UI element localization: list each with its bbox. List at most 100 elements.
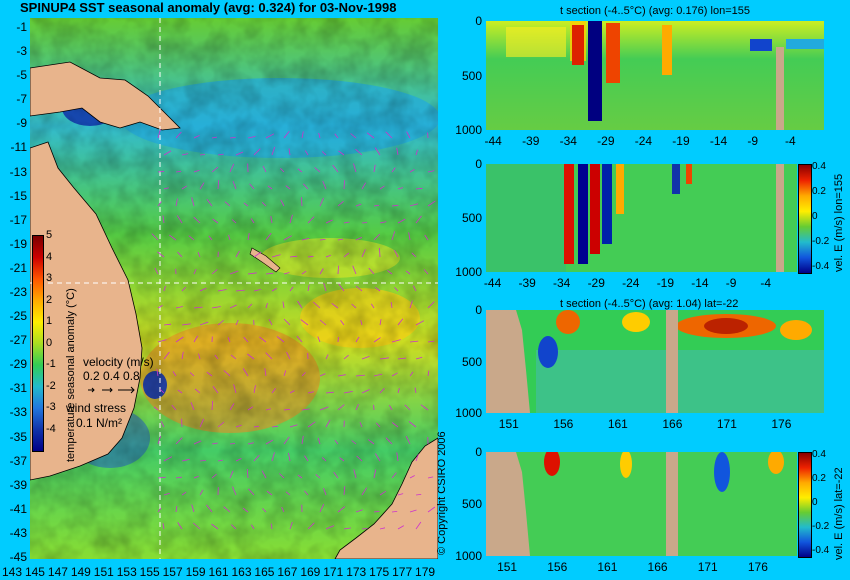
velocity-arrow xyxy=(270,216,273,224)
velocity-arrow xyxy=(199,182,205,190)
velocity-arrow xyxy=(340,320,345,326)
longitude-tick-label: 153 xyxy=(116,565,137,579)
warm-anomaly-patch xyxy=(622,312,650,332)
velocity-arrow xyxy=(397,218,406,224)
velocity-arrow xyxy=(424,234,429,241)
velocity-arrow xyxy=(404,404,411,411)
velocity-arrow xyxy=(223,506,231,513)
velocity-arrow xyxy=(157,507,162,513)
heatmap-vel-e-lat22 xyxy=(486,448,797,556)
velocity-arrow xyxy=(379,247,381,258)
velocity-arrow xyxy=(322,180,327,190)
velocity-arrow xyxy=(355,336,360,343)
velocity-arrow xyxy=(163,492,170,496)
velocity-arrow xyxy=(206,504,213,513)
velocity-arrow xyxy=(251,524,255,530)
velocity-arrow xyxy=(397,318,404,326)
copyright-notice: © Copyright CSIRO 2006 xyxy=(436,431,448,555)
x-tick-label: -24 xyxy=(622,276,640,290)
velocity-colorbar-tick: 0.2 xyxy=(812,186,826,197)
x-tick-label: -9 xyxy=(725,276,737,290)
velocity-arrow xyxy=(325,354,329,360)
longitude-tick-label: 163 xyxy=(231,565,252,579)
velocity-arrow xyxy=(211,473,217,479)
velocity-legend-values: 0.2 0.4 0.8 xyxy=(83,369,140,383)
velocity-arrow xyxy=(379,490,387,496)
velocity-arrow xyxy=(361,528,368,530)
x-tick-label: 151 xyxy=(498,417,519,431)
x-tick-label: 166 xyxy=(647,560,668,574)
velocity-arrow xyxy=(156,368,159,377)
velocity-arrow xyxy=(301,372,306,377)
velocity-arrow xyxy=(199,418,205,428)
colorbar-tick-label: -4 xyxy=(46,422,56,435)
y-tick-label: 1000 xyxy=(455,265,482,279)
velocity-arrow xyxy=(301,270,307,275)
velocity-arrow xyxy=(288,148,291,156)
velocity-arrow xyxy=(379,527,386,530)
velocity-arrow xyxy=(233,384,237,394)
velocity-arrow xyxy=(361,356,370,360)
eastward-jet xyxy=(616,164,624,214)
warm-anomaly-band xyxy=(606,23,620,83)
colorbar-tick-label: 3 xyxy=(46,272,53,284)
velocity-arrow xyxy=(193,306,203,309)
velocity-legend-arrows xyxy=(86,383,136,401)
velocity-arrow xyxy=(396,452,399,462)
velocity-arrow xyxy=(157,129,161,139)
eastward-jet xyxy=(590,164,600,254)
velocity-colorbar-tick: -0.4 xyxy=(812,261,830,272)
longitude-tick-label: 167 xyxy=(277,565,298,579)
velocity-arrow xyxy=(325,219,333,224)
velocity-arrow xyxy=(217,319,224,326)
velocity-arrow xyxy=(315,474,321,479)
westward-jet xyxy=(578,164,588,264)
velocity-arrow xyxy=(160,421,165,428)
velocity-arrow xyxy=(319,239,326,241)
velocity-arrow xyxy=(211,523,219,530)
land-new-guinea xyxy=(29,61,181,131)
longitude-tick-label: 151 xyxy=(93,565,114,579)
velocity-arrow xyxy=(176,215,183,224)
velocity-arrow xyxy=(199,489,204,496)
velocity-arrow xyxy=(343,391,353,394)
cold-anomaly-band xyxy=(588,21,602,121)
velocity-arrow xyxy=(253,148,261,156)
velocity-arrow xyxy=(261,470,267,479)
velocity-arrow xyxy=(414,387,417,394)
velocity-arrow xyxy=(266,490,273,496)
velocity-arrow xyxy=(199,321,209,326)
latitude-tick-label: -21 xyxy=(9,260,27,275)
velocity-arrow xyxy=(168,234,177,241)
velocity-arrow xyxy=(373,204,380,207)
velocity-arrow xyxy=(217,421,225,428)
y-tick-label: 0 xyxy=(475,14,482,28)
velocity-arrow xyxy=(352,265,357,275)
latitude-tick-label: -13 xyxy=(9,164,27,179)
x-tick-label: -29 xyxy=(587,276,605,290)
velocity-arrow xyxy=(334,439,339,445)
velocity-arrow xyxy=(280,199,285,207)
longitude-tick-label: 173 xyxy=(346,565,367,579)
velocity-arrow xyxy=(193,268,197,275)
velocity-arrow xyxy=(229,163,235,173)
velocity-arrow xyxy=(193,440,202,445)
velocity-arrow xyxy=(409,509,417,513)
x-tick-label: 166 xyxy=(662,417,683,431)
velocity-arrow xyxy=(157,201,162,207)
velocity-arrow xyxy=(300,319,309,326)
velocity-arrow xyxy=(285,491,291,496)
y-tick-label: 0 xyxy=(475,445,482,459)
velocity-arrow xyxy=(319,503,325,513)
velocity-arrow xyxy=(397,525,405,530)
velocity-colorbar-tick: -0.2 xyxy=(812,521,830,532)
velocity-arrow xyxy=(283,408,290,411)
velocity-arrow xyxy=(409,371,414,377)
velocity-arrow xyxy=(415,215,422,224)
velocity-arrow xyxy=(247,233,250,241)
sst-colorbar-label: temperature seasonal anomaly (°C) xyxy=(65,288,77,462)
velocity-arrow xyxy=(181,185,188,190)
velocity-arrow xyxy=(177,251,183,258)
eastward-jet xyxy=(544,448,560,476)
velocity-arrow xyxy=(175,170,182,173)
